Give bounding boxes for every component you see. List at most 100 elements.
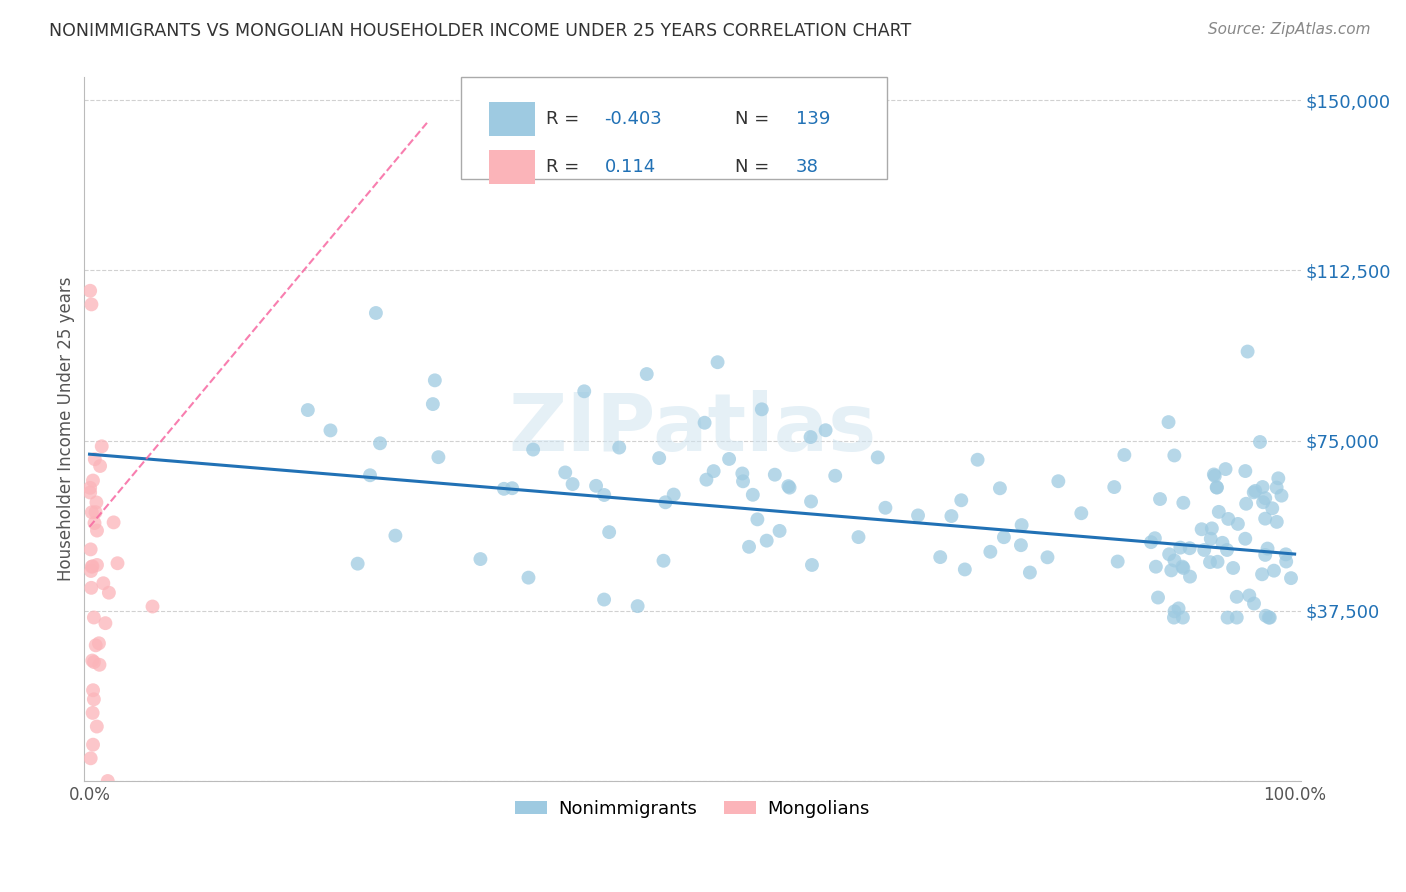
Point bbox=[1254, 511, 1277, 525]
Point bbox=[1265, 515, 1288, 529]
Bar bbox=[489, 102, 536, 136]
Point bbox=[779, 481, 801, 495]
Point bbox=[1202, 467, 1225, 482]
Point bbox=[814, 423, 837, 437]
Point bbox=[79, 751, 101, 765]
Point bbox=[979, 545, 1001, 559]
Point bbox=[1191, 522, 1213, 536]
Point bbox=[297, 403, 319, 417]
Point bbox=[607, 441, 630, 455]
Point bbox=[80, 559, 103, 574]
Point bbox=[501, 481, 523, 495]
Point bbox=[718, 452, 741, 467]
Point bbox=[585, 479, 607, 493]
Point bbox=[593, 488, 616, 502]
Point bbox=[1143, 531, 1166, 545]
Point bbox=[627, 599, 650, 614]
Point bbox=[1144, 559, 1167, 574]
Text: 38: 38 bbox=[796, 158, 818, 176]
Point bbox=[1243, 597, 1265, 611]
Point bbox=[423, 373, 446, 387]
Point bbox=[1157, 415, 1180, 429]
Point bbox=[706, 355, 728, 369]
Point bbox=[1265, 481, 1288, 495]
Point bbox=[1254, 491, 1277, 506]
Point bbox=[1160, 563, 1182, 577]
Point bbox=[1171, 610, 1194, 624]
Text: NONIMMIGRANTS VS MONGOLIAN HOUSEHOLDER INCOME UNDER 25 YEARS CORRELATION CHART: NONIMMIGRANTS VS MONGOLIAN HOUSEHOLDER I… bbox=[49, 22, 911, 40]
Point bbox=[824, 468, 846, 483]
Point bbox=[1211, 536, 1233, 550]
Point bbox=[319, 424, 342, 438]
Point bbox=[1267, 471, 1289, 485]
Point bbox=[1104, 480, 1126, 494]
Point bbox=[598, 525, 620, 540]
Point bbox=[561, 477, 583, 491]
Point bbox=[492, 482, 515, 496]
Point bbox=[1192, 543, 1215, 558]
Point bbox=[91, 576, 114, 591]
Point bbox=[695, 473, 717, 487]
Point bbox=[1163, 610, 1185, 624]
Point bbox=[763, 467, 786, 482]
Point bbox=[1226, 516, 1249, 531]
Point bbox=[950, 493, 973, 508]
Point bbox=[1234, 464, 1257, 478]
Point bbox=[1226, 610, 1249, 624]
Point bbox=[929, 550, 952, 565]
Point bbox=[953, 562, 976, 576]
Text: ZIPatlas: ZIPatlas bbox=[508, 390, 876, 468]
Point bbox=[141, 599, 163, 614]
Point bbox=[1258, 610, 1281, 624]
Bar bbox=[489, 150, 536, 184]
Point bbox=[82, 559, 104, 574]
Point bbox=[79, 542, 101, 557]
Point bbox=[1163, 449, 1185, 463]
Text: R =: R = bbox=[546, 110, 585, 128]
Point bbox=[427, 450, 450, 465]
Point bbox=[97, 585, 120, 599]
Point bbox=[1263, 564, 1285, 578]
Point bbox=[1167, 601, 1189, 615]
Point bbox=[848, 530, 870, 544]
Point bbox=[993, 530, 1015, 544]
Point bbox=[83, 452, 105, 467]
Point bbox=[1208, 505, 1230, 519]
Legend: Nonimmigrants, Mongolians: Nonimmigrants, Mongolians bbox=[508, 792, 877, 825]
Point bbox=[966, 452, 988, 467]
Point bbox=[1206, 481, 1229, 495]
Point bbox=[346, 557, 368, 571]
Point bbox=[1251, 495, 1274, 509]
Point bbox=[1270, 489, 1292, 503]
Point bbox=[1226, 590, 1249, 604]
Point bbox=[1257, 541, 1279, 556]
Point bbox=[470, 552, 492, 566]
Point bbox=[80, 581, 103, 595]
Point bbox=[800, 558, 823, 572]
Y-axis label: Householder Income Under 25 years: Householder Income Under 25 years bbox=[58, 277, 75, 582]
FancyBboxPatch shape bbox=[461, 78, 887, 179]
Point bbox=[1244, 483, 1267, 498]
Point bbox=[1216, 610, 1239, 624]
Point bbox=[1222, 561, 1244, 575]
Point bbox=[1243, 485, 1265, 500]
Point bbox=[86, 524, 108, 538]
Point bbox=[1163, 604, 1185, 618]
Point bbox=[1173, 561, 1195, 575]
Point bbox=[1173, 496, 1195, 510]
Point bbox=[86, 558, 108, 572]
Point bbox=[593, 592, 616, 607]
Point bbox=[94, 616, 117, 631]
Point bbox=[1149, 491, 1171, 506]
Point bbox=[1168, 541, 1191, 555]
Point bbox=[652, 554, 675, 568]
Text: R =: R = bbox=[546, 158, 585, 176]
Point bbox=[90, 439, 112, 453]
Point bbox=[1216, 543, 1239, 558]
Point bbox=[107, 556, 129, 570]
Point bbox=[84, 638, 107, 652]
Point bbox=[703, 464, 725, 478]
Point bbox=[83, 655, 105, 669]
Point bbox=[693, 416, 716, 430]
Point bbox=[83, 516, 105, 530]
